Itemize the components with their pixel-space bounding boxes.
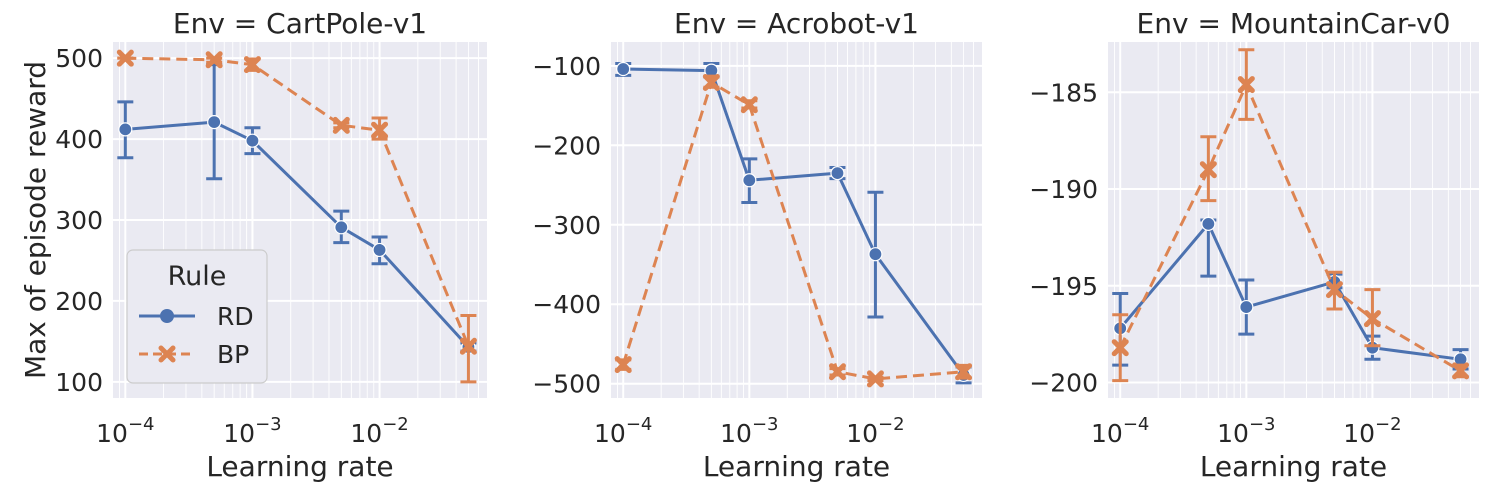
y-tick-label: −190 [1029,175,1098,204]
data-point [702,74,720,92]
panel-title: Env = MountainCar-v0 [1137,7,1451,40]
plot-area [1108,42,1479,398]
y-tick-label: 400 [55,125,103,154]
data-point [1452,362,1470,380]
x-tick-base: 10 [846,419,878,448]
x-tick-base: 10 [223,419,255,448]
data-point [116,49,134,67]
series-line [125,56,470,347]
plot-area [611,42,982,398]
series-bp [614,74,973,388]
y-tick-label: 100 [55,368,103,397]
x-tick-label: 10−4 [594,414,652,448]
x-tick-label: 10−3 [1217,414,1275,448]
y-tick-label: −300 [532,211,601,240]
series-line [1118,83,1462,373]
data-point [334,220,349,235]
y-tick-label: −400 [532,290,601,319]
series-rd [615,61,972,385]
x-tick-exponent: −4 [1123,414,1150,435]
data-point [1325,281,1343,299]
y-tick-label: 300 [55,206,103,235]
series-line [621,81,964,381]
x-tick-base: 10 [350,419,382,448]
x-tick-exponent: −3 [1249,414,1276,435]
y-tick-label: −200 [1029,369,1098,398]
legend-label-rd: RD [217,302,254,331]
x-tick-base: 10 [1343,419,1375,448]
x-tick-exponent: −2 [1375,414,1402,435]
data-point [868,247,883,262]
data-point [332,116,350,134]
data-point [742,173,757,188]
x-tick-exponent: −3 [752,414,779,435]
data-point [830,166,845,181]
x-tick-label: 10−4 [1091,414,1149,448]
x-tick-exponent: −2 [382,414,409,435]
x-tick-label: 10−3 [223,414,281,448]
legend-marker-rd [160,309,174,323]
x-tick-base: 10 [720,419,752,448]
y-tick-label: −185 [1029,78,1098,107]
x-tick-base: 10 [1217,419,1249,448]
y-tick-label: −100 [532,52,601,81]
x-axis-label: Learning rate [206,450,393,483]
y-tick-label: 200 [55,287,103,316]
data-point [371,121,389,139]
data-point [243,56,261,74]
legend-marker-bp [158,345,176,363]
data-point [1237,76,1255,94]
legend-title: Rule [168,261,227,292]
x-axis-label: Learning rate [1200,450,1387,483]
y-axis-label: Max of episode reward [19,61,52,379]
x-tick-label: 10−2 [350,414,408,448]
legend-label-bp: BP [217,340,249,369]
x-axis-label: Learning rate [703,450,890,483]
x-tick-label: 10−2 [846,414,904,448]
x-tick-label: 10−2 [1343,414,1401,448]
series-line [125,120,470,349]
series-line [623,67,965,376]
x-tick-exponent: −2 [878,414,905,435]
x-tick-label: 10−4 [96,414,154,448]
panel-title: Env = Acrobot-v1 [674,7,919,40]
y-tick-label: −195 [1029,272,1098,301]
data-point [955,363,973,381]
data-point [1199,161,1217,179]
data-point [207,114,222,130]
y-tick-label: 500 [55,44,103,73]
data-point [245,133,260,148]
data-point [740,96,758,114]
legend: Rule RD BP [126,249,268,384]
x-tick-label: 10−3 [720,414,778,448]
series-bp [116,49,477,384]
x-tick-base: 10 [594,419,626,448]
x-tick-exponent: −4 [626,414,653,435]
x-tick-exponent: −3 [255,414,282,435]
data-point [372,242,387,258]
x-tick-base: 10 [1091,419,1123,448]
data-point [1111,339,1129,357]
panel-title: Env = CartPole-v1 [173,7,427,40]
data-point [205,51,223,69]
y-tick-label: −500 [532,370,601,399]
series-line [1119,222,1461,361]
y-tick-label: −200 [532,131,601,160]
data-point [616,61,631,77]
data-point [1201,216,1216,231]
data-point [1363,310,1381,328]
series-bp [1111,48,1470,383]
data-point [118,122,133,137]
data-point [1239,299,1254,315]
x-tick-base: 10 [96,419,128,448]
data-point [866,370,884,388]
x-tick-exponent: −4 [128,414,155,435]
data-point [459,337,477,355]
data-point [614,356,632,374]
data-point [828,363,846,381]
